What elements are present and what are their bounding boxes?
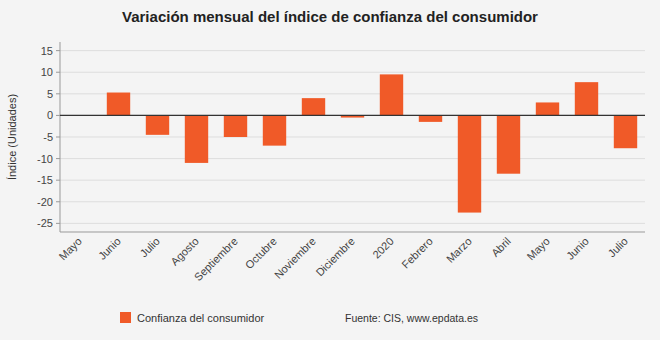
- category-label: Noviembre: [272, 235, 318, 281]
- zero-line: [60, 115, 645, 116]
- legend-swatch: [120, 312, 131, 323]
- tick-mark: [56, 201, 60, 202]
- bar: [575, 82, 598, 115]
- category-label: Febrero: [399, 235, 435, 271]
- bar: [497, 115, 520, 173]
- tick-label: 10: [41, 66, 53, 78]
- grid-line: [60, 50, 645, 51]
- x-axis-line: [60, 232, 645, 233]
- category-label: Octubre: [243, 235, 279, 271]
- category-label: Diciembre: [313, 235, 356, 278]
- tick-mark: [56, 93, 60, 94]
- bars: [107, 74, 637, 212]
- tick-label: -10: [37, 153, 53, 165]
- category-label: Mayo: [56, 235, 84, 263]
- bar: [380, 74, 403, 115]
- tick-mark: [56, 137, 60, 138]
- category-label: Septiembre: [192, 235, 240, 283]
- bar: [302, 98, 325, 115]
- bar: [263, 115, 286, 145]
- category-label: Marzo: [444, 235, 474, 265]
- tick-label: 5: [47, 88, 53, 100]
- title: Variación mensual del índice de confianz…: [122, 8, 538, 25]
- bar: [224, 115, 247, 137]
- tick-label: 15: [41, 45, 53, 57]
- source-note: Fuente: CIS, www.epdata.es: [345, 312, 478, 324]
- grid-line: [60, 72, 645, 73]
- grid-line: [60, 137, 645, 138]
- category-label: 2020: [370, 235, 396, 261]
- grid-line: [60, 115, 645, 116]
- grid-line: [60, 158, 645, 159]
- tick-mark: [56, 50, 60, 51]
- y-axis-line: [60, 42, 61, 232]
- legend: Confianza del consumidor: [120, 312, 265, 324]
- category-label: Julio: [137, 235, 161, 259]
- category-label: Junio: [564, 235, 591, 262]
- bar: [107, 93, 130, 116]
- tick-label: -5: [43, 131, 53, 143]
- grid-line: [60, 201, 645, 202]
- category-label: Abril: [489, 235, 513, 259]
- tick-label: 0: [47, 109, 53, 121]
- y-axis-label: Índice (Unidades): [6, 94, 18, 180]
- chart: Variación mensual del índice de confianz…: [0, 0, 660, 340]
- tick-mark: [56, 223, 60, 224]
- grid: [60, 51, 645, 224]
- tick-mark: [56, 115, 60, 116]
- category-label: Agosto: [168, 235, 201, 268]
- tick-mark: [56, 180, 60, 181]
- tick-mark: [56, 72, 60, 73]
- category-label: Mayo: [524, 235, 552, 263]
- category-label: Junio: [96, 235, 123, 262]
- tick-label: -20: [37, 196, 53, 208]
- bar: [536, 102, 559, 115]
- category-label: Julio: [605, 235, 629, 259]
- tick-label: -15: [37, 174, 53, 186]
- legend-label: Confianza del consumidor: [137, 312, 265, 324]
- bar: [146, 115, 169, 134]
- grid-line: [60, 180, 645, 181]
- grid-line: [60, 223, 645, 224]
- grid-line: [60, 93, 645, 94]
- bar: [458, 115, 481, 212]
- bar: [185, 115, 208, 163]
- bar: [614, 115, 637, 148]
- bar: [419, 115, 442, 121]
- tick-label: -25: [37, 217, 53, 229]
- tick-mark: [56, 158, 60, 159]
